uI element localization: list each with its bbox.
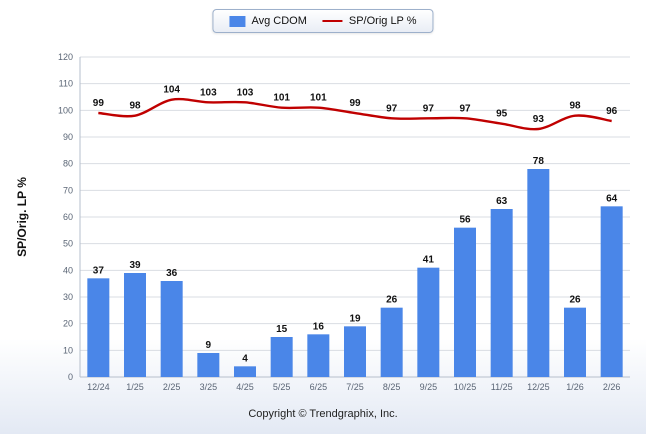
bar-value-label: 78 <box>533 156 545 167</box>
bar <box>344 326 366 377</box>
y-tick-label: 10 <box>63 345 73 355</box>
bar-legend-label: Avg CDOM <box>251 15 307 27</box>
bar <box>160 281 183 377</box>
bar-value-label: 37 <box>93 265 105 276</box>
y-tick-label: 90 <box>63 132 73 142</box>
x-tick-label: 10/25 <box>454 382 477 392</box>
x-tick-label: 6/25 <box>310 382 328 392</box>
line-value-label: 101 <box>310 93 327 104</box>
y-tick-label: 30 <box>63 292 73 302</box>
bar <box>454 227 476 377</box>
bar-value-label: 63 <box>496 196 508 207</box>
x-tick-label: 2/26 <box>603 382 621 392</box>
line-value-label: 97 <box>423 103 435 114</box>
line-value-label: 99 <box>349 98 361 109</box>
line-legend-label: SP/Orig LP % <box>348 15 417 27</box>
x-tick-label: 1/26 <box>566 382 584 392</box>
bar <box>197 353 220 377</box>
bar <box>490 209 513 377</box>
bar <box>527 169 550 377</box>
x-tick-label: 12/25 <box>527 382 550 392</box>
x-tick-label: 9/25 <box>420 382 438 392</box>
bar-legend-swatch <box>229 15 246 27</box>
line-value-label: 103 <box>237 87 254 98</box>
y-tick-label: 100 <box>58 105 73 115</box>
bar-value-label: 39 <box>129 260 141 271</box>
x-tick-label: 12/24 <box>87 382 110 392</box>
bar-value-label: 16 <box>313 321 325 332</box>
x-tick-label: 5/25 <box>273 382 291 392</box>
bar <box>234 366 256 377</box>
y-tick-label: 120 <box>58 52 73 62</box>
bar-value-label: 26 <box>386 295 398 306</box>
x-tick-label: 11/25 <box>491 382 513 392</box>
line-value-label: 98 <box>569 101 581 112</box>
bar <box>380 307 403 377</box>
bar-value-label: 9 <box>206 340 212 351</box>
line-value-label: 98 <box>129 101 141 112</box>
bar-value-label: 4 <box>242 353 248 364</box>
bar <box>124 273 146 377</box>
bar-value-label: 19 <box>349 313 361 324</box>
bar <box>270 337 293 377</box>
legend: Avg CDOM SP/Orig LP % <box>212 9 434 33</box>
x-tick-label: 4/25 <box>236 382 254 392</box>
line-value-label: 103 <box>200 87 217 98</box>
x-tick-label: 2/25 <box>163 382 181 392</box>
x-tick-label: 3/25 <box>200 382 218 392</box>
line-value-label: 93 <box>533 114 545 125</box>
bar <box>417 267 440 377</box>
line-value-label: 97 <box>386 103 398 114</box>
x-tick-label: 7/25 <box>346 382 364 392</box>
y-tick-label: 60 <box>63 212 73 222</box>
bar-value-label: 56 <box>459 215 471 226</box>
y-tick-label: 80 <box>63 159 73 169</box>
bar-value-label: 64 <box>606 193 618 204</box>
line-value-label: 104 <box>163 85 180 96</box>
line-value-label: 96 <box>606 106 618 117</box>
bar-value-label: 36 <box>166 268 178 279</box>
y-tick-label: 110 <box>59 79 73 89</box>
bar-value-label: 41 <box>423 255 435 266</box>
line-legend-swatch <box>322 20 343 22</box>
line-value-label: 97 <box>459 103 471 114</box>
bar <box>564 307 586 377</box>
y-tick-label: 20 <box>63 319 73 329</box>
bar <box>87 278 110 377</box>
line-value-label: 99 <box>93 98 105 109</box>
y-tick-label: 50 <box>63 239 73 249</box>
x-tick-label: 8/25 <box>383 382 401 392</box>
copyright-text: Copyright © Trendgraphix, Inc. <box>248 408 398 420</box>
x-tick-label: 1/25 <box>126 382 144 392</box>
bar <box>600 206 623 377</box>
bar-value-label: 26 <box>569 295 581 306</box>
y-tick-label: 70 <box>63 185 73 195</box>
line-value-label: 101 <box>273 93 290 104</box>
line-value-label: 95 <box>496 109 508 120</box>
bar-value-label: 15 <box>276 324 288 335</box>
y-tick-label: 0 <box>68 372 73 382</box>
bar <box>307 334 330 377</box>
line-series <box>98 97 612 131</box>
y-tick-label: 40 <box>63 265 73 275</box>
